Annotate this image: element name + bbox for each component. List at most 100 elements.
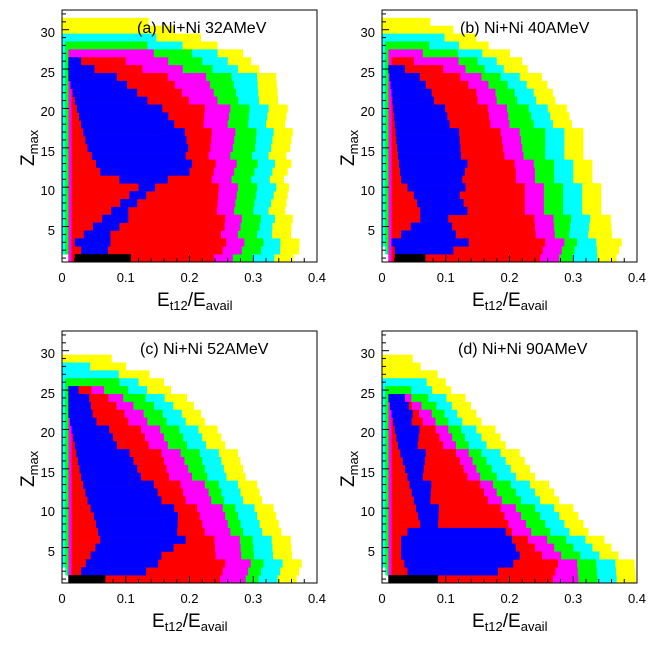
heatmap-cell-blue: [418, 512, 439, 521]
heatmap-cell-blue: [91, 151, 186, 160]
x-tick-label: 0.2: [500, 270, 518, 285]
heatmap-cell-red: [71, 386, 92, 395]
heatmap-cell-blue: [392, 96, 434, 105]
heatmap-cell-cyan: [62, 370, 119, 379]
heatmap-cell-blue: [390, 80, 426, 90]
heatmap-cell-blue: [79, 112, 169, 121]
heatmap-cell-black: [74, 254, 131, 263]
heatmap-cell-yellow: [62, 17, 149, 27]
heatmap-cell-blue: [81, 567, 147, 576]
heatmap-cell-red: [391, 222, 535, 231]
x-tick-label: 0.2: [500, 591, 518, 606]
heatmap-cell-red: [71, 214, 226, 223]
heatmap-cell-red: [71, 401, 117, 411]
heatmap-cell-blue: [420, 214, 449, 223]
heatmap-cell-blue: [397, 441, 418, 450]
heatmap-cell-blue: [76, 449, 130, 458]
y-tick-label: 25: [361, 65, 375, 80]
heatmap-cell-blue: [389, 73, 420, 82]
axis-ticks: [61, 334, 318, 583]
heatmap-cell-red: [71, 65, 143, 74]
heatmap-cell-blue: [138, 183, 156, 192]
heatmap-cell-blue: [411, 488, 431, 497]
heatmap-cell-blue: [100, 535, 186, 544]
heatmap-cell-blue: [119, 175, 168, 184]
heatmap-cell-blue: [397, 143, 461, 153]
heatmap-cell-blue: [83, 230, 111, 239]
heatmap-cell-red: [71, 238, 227, 247]
heatmap-cell-blue: [85, 559, 159, 568]
panel-title: (b) Ni+Ni 40AMeV: [460, 20, 590, 37]
y-tick-label: 25: [41, 386, 55, 401]
heatmap-cell-red: [71, 394, 109, 403]
heatmap-cell-blue: [402, 457, 425, 466]
heatmap-cell-red: [71, 206, 217, 216]
heatmap-cell-blue: [397, 151, 462, 160]
heatmap-cell-blue: [129, 191, 147, 200]
y-tick-label: 25: [361, 386, 375, 401]
y-tick-label: 5: [48, 544, 55, 559]
heatmap-cell-blue: [81, 246, 108, 255]
heatmap-cell-blue: [420, 206, 468, 216]
heatmap-cell-blue: [73, 433, 113, 442]
heatmap-cell-red: [71, 409, 125, 418]
heatmap-cell-blue: [401, 551, 520, 560]
heatmap-cell-blue: [410, 222, 453, 231]
heatmap-cell-green: [65, 41, 148, 50]
panel-c: 0 0.1 0.2 0.3 0.4 5 10 15 20 25 30 (c) N…: [18, 330, 326, 634]
heatmap-cell-red: [391, 88, 477, 97]
heatmap-cell-magenta: [388, 57, 459, 66]
heatmap-cell-blue: [74, 96, 148, 105]
x-tick-label: 0: [378, 270, 385, 285]
heatmap-cell-blue: [83, 128, 185, 137]
x-tick-label: 0.4: [308, 270, 326, 285]
heatmap-cell-blue: [95, 543, 174, 552]
y-tick-label: 5: [48, 223, 55, 238]
heatmap-cell-blue: [83, 480, 154, 489]
heatmap-cell-red: [391, 457, 460, 466]
heatmap-cell-cyan: [382, 378, 427, 387]
heatmap-cell-red: [391, 464, 464, 474]
heatmap-cell-green: [385, 386, 412, 395]
heatmap-cell-blue: [76, 104, 163, 113]
heatmap-cell-blue: [85, 488, 158, 497]
heatmap-cell-red: [391, 214, 535, 223]
heatmap-cell-red: [71, 417, 129, 426]
heatmap-cell-blue: [111, 206, 129, 216]
heatmap-cell-red: [391, 488, 484, 497]
x-tick-label: 0: [58, 270, 65, 285]
heatmap-cell-blue: [394, 120, 450, 129]
y-tick-label: 30: [41, 346, 55, 361]
heatmap-cells: [382, 354, 636, 584]
heatmap-cell-red: [391, 504, 501, 513]
y-tick-label: 30: [41, 25, 55, 40]
x-tick-label: 0.3: [564, 591, 582, 606]
heatmap-cell-yellow: [382, 354, 413, 363]
heatmap-cell-red: [71, 230, 221, 239]
x-tick-label: 0.2: [180, 591, 198, 606]
heatmap-cell-blue: [407, 567, 499, 576]
heatmap-cell-blue: [400, 167, 465, 176]
x-tick-label: 0.2: [180, 270, 198, 285]
y-tick-label: 10: [361, 504, 375, 519]
heatmap-cell-red: [391, 575, 553, 584]
x-tick-label: 0.4: [628, 270, 646, 285]
heatmap-cell-blue: [404, 559, 514, 568]
heatmap-cell-blue: [389, 401, 409, 411]
heatmap-cell-blue: [391, 238, 469, 247]
heatmap-cell-black: [394, 254, 426, 263]
heatmap-cell-blue: [102, 214, 129, 223]
heatmap-cell-blue: [81, 120, 175, 129]
y-tick-label: 20: [361, 104, 375, 119]
x-tick-label: 0: [58, 591, 65, 606]
heatmap-cell-blue: [68, 73, 117, 82]
heatmap-cell-blue: [68, 401, 91, 411]
heatmap-cells: [62, 354, 302, 584]
heatmap-cell-yellow: [62, 362, 127, 371]
heatmap-cell-blue: [69, 417, 97, 426]
heatmap-cell-blue: [68, 394, 90, 403]
heatmap-cell-blue: [399, 159, 468, 168]
heatmap-cells: [382, 17, 622, 263]
heatmap-cell-red: [71, 567, 223, 576]
heatmap-cell-red: [391, 480, 481, 489]
